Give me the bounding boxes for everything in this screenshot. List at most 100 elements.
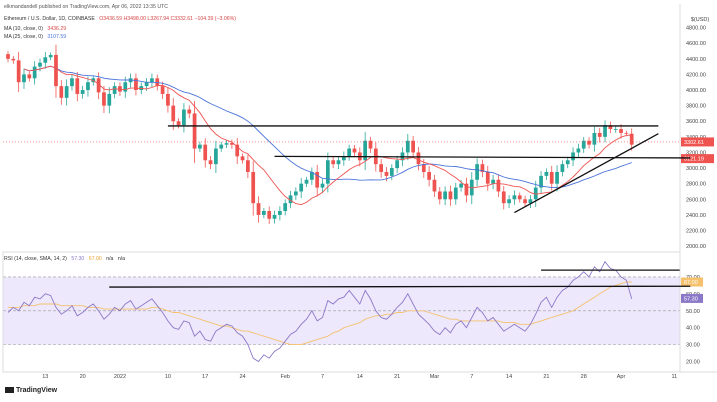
candle-body xyxy=(352,148,357,153)
candle xyxy=(112,82,117,99)
time-tick-label: 7 xyxy=(321,374,324,380)
publisher-line: elkmandandell published on TradingView.c… xyxy=(4,4,168,10)
candle xyxy=(43,52,48,69)
candle xyxy=(283,199,288,216)
rsi-tick-label: 50.00 xyxy=(686,309,700,315)
candle xyxy=(427,166,431,187)
candle-body xyxy=(363,140,368,161)
rsi-tick-label: 30.00 xyxy=(686,343,700,349)
candle-body xyxy=(230,143,234,145)
candle-body xyxy=(501,191,506,204)
symbol-legend: Ethereum / U.S. Dollar, 1D, COINBASE O34… xyxy=(4,16,239,22)
candle-body xyxy=(64,86,69,98)
candle-body xyxy=(603,125,607,137)
candle-body xyxy=(555,171,559,184)
candle xyxy=(309,167,314,185)
candle-body xyxy=(182,109,186,126)
candle-body xyxy=(421,164,426,172)
support-line xyxy=(274,155,691,159)
candle-body xyxy=(480,164,485,172)
candle-body xyxy=(267,210,272,219)
candle-body xyxy=(80,90,85,94)
price-pane xyxy=(3,44,680,224)
candle xyxy=(544,168,549,180)
ma25-line xyxy=(23,65,632,189)
candle-body xyxy=(485,171,490,184)
candle xyxy=(214,140,218,173)
candle xyxy=(160,81,165,100)
candle-body xyxy=(150,78,154,83)
candle xyxy=(501,186,506,210)
candle xyxy=(320,178,325,194)
candle-body xyxy=(528,199,533,204)
candle-body xyxy=(629,133,634,145)
ma25-label: MA (25, close, 0) xyxy=(4,34,43,40)
candle xyxy=(75,71,80,102)
candle-body xyxy=(251,171,256,204)
candle-body xyxy=(427,171,431,180)
symbol-name: Ethereum / U.S. Dollar, 1D, COINBASE xyxy=(4,16,95,22)
candle xyxy=(480,159,485,178)
time-tick-label: 14 xyxy=(357,374,363,380)
candle xyxy=(608,121,613,134)
rsi-sma-tag: 67.00 xyxy=(684,280,698,286)
candle xyxy=(432,174,437,197)
candle-body xyxy=(240,156,245,161)
candle-body xyxy=(208,160,213,165)
ma10-line xyxy=(23,65,632,206)
candle xyxy=(315,164,320,196)
candle-body xyxy=(533,187,538,200)
candle-body xyxy=(496,179,501,192)
candle-body xyxy=(512,195,517,200)
candle-body xyxy=(32,66,37,79)
candle-body xyxy=(192,113,197,149)
candle xyxy=(219,141,224,152)
candle-body xyxy=(187,109,192,114)
candle xyxy=(187,105,192,119)
candle-body xyxy=(309,171,314,180)
candle xyxy=(134,73,138,96)
price-tick-label: 3200.00 xyxy=(686,150,706,156)
candle-body xyxy=(16,60,21,83)
candle xyxy=(491,174,495,190)
price-tick-label: 2000.00 xyxy=(686,244,706,250)
candle xyxy=(128,73,133,88)
candle xyxy=(571,147,575,167)
last-price-tag-box xyxy=(681,137,714,147)
price-tick-label: 4400.00 xyxy=(686,57,706,63)
candle-body xyxy=(491,179,495,184)
tradingview-logo-icon xyxy=(5,387,14,393)
candle xyxy=(603,120,607,143)
candle-body xyxy=(464,183,469,196)
candle xyxy=(485,165,490,191)
candle xyxy=(411,135,415,158)
candle xyxy=(304,176,309,187)
candle xyxy=(59,80,64,105)
ma10-legend: MA (10, close, 0) 3436.29 xyxy=(4,26,69,32)
candle xyxy=(299,177,304,199)
candle-body xyxy=(203,144,208,161)
candle-body xyxy=(336,160,341,165)
rsi-sma-line xyxy=(8,281,632,346)
candle-body xyxy=(27,74,32,79)
rising-trendline xyxy=(514,133,659,214)
rsi-value: 57.30 xyxy=(71,256,85,262)
candle xyxy=(48,52,53,61)
ma10-label: MA (10, close, 0) xyxy=(4,26,43,32)
candle-body xyxy=(198,144,202,149)
candle-body xyxy=(6,54,10,59)
price-tick-label: 3800.00 xyxy=(686,104,706,110)
candle-body xyxy=(304,179,309,184)
candle-body xyxy=(22,74,26,83)
candle xyxy=(32,61,37,85)
candle xyxy=(230,139,234,149)
candle-body xyxy=(453,187,458,200)
rsi-value-tag: 57.30 xyxy=(684,296,698,302)
candle-body xyxy=(384,171,389,176)
price-tick-label: 2200.00 xyxy=(686,228,706,234)
time-tick-label: 21 xyxy=(394,374,400,380)
ohlc-values: O3436.59 H3498.00 L3267.94 C3332.61 −104… xyxy=(99,16,236,22)
tradingview-logo[interactable]: TradingView xyxy=(5,387,57,394)
candle xyxy=(379,159,384,178)
